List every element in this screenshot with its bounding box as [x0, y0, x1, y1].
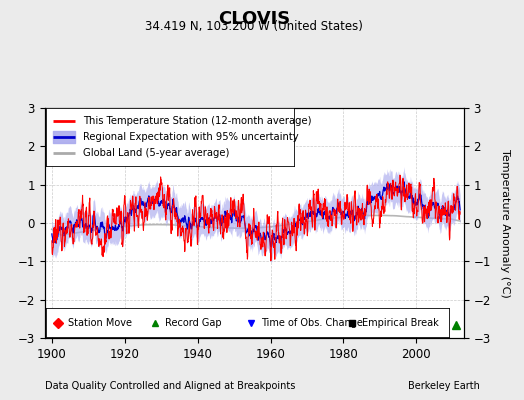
Text: This Temperature Station (12-month average): This Temperature Station (12-month avera…: [83, 116, 311, 126]
Text: Record Gap: Record Gap: [165, 318, 221, 328]
Text: Empirical Break: Empirical Break: [362, 318, 439, 328]
Text: Berkeley Earth: Berkeley Earth: [408, 381, 479, 391]
Text: Regional Expectation with 95% uncertainty: Regional Expectation with 95% uncertaint…: [83, 132, 299, 142]
Text: CLOVIS: CLOVIS: [218, 10, 290, 28]
Text: Data Quality Controlled and Aligned at Breakpoints: Data Quality Controlled and Aligned at B…: [45, 381, 295, 391]
Text: Station Move: Station Move: [68, 318, 132, 328]
Text: 34.419 N, 103.200 W (United States): 34.419 N, 103.200 W (United States): [145, 20, 363, 33]
Text: Global Land (5-year average): Global Land (5-year average): [83, 148, 230, 158]
Text: Time of Obs. Change: Time of Obs. Change: [261, 318, 363, 328]
Y-axis label: Temperature Anomaly (°C): Temperature Anomaly (°C): [500, 149, 510, 297]
